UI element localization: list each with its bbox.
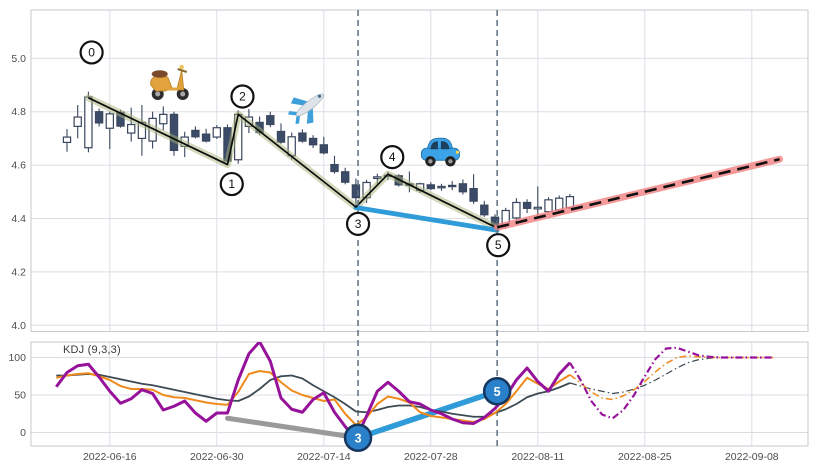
price-ytick: 4.2 [11, 266, 26, 278]
candlestick [94, 108, 104, 127]
wave-label-1 [219, 171, 244, 197]
d-line-forecast [569, 356, 774, 395]
candlestick [437, 183, 446, 191]
price-ytick: 4.6 [11, 160, 26, 172]
date-xtick: 2022-07-28 [404, 451, 458, 463]
candlestick [276, 123, 286, 144]
wave-label-3 [345, 211, 371, 236]
price-ytick: 4.8 [11, 106, 26, 118]
candlestick [533, 186, 543, 219]
price-ytick: 5.0 [11, 53, 26, 65]
kdj-ytick: 0 [20, 427, 26, 439]
k-line-forecast [569, 355, 774, 401]
kdj-lines [55, 342, 774, 441]
svg-text:2: 2 [239, 89, 246, 103]
j-line [55, 342, 571, 441]
kdj-indicator-label: KDJ (9,3,3) [63, 344, 121, 356]
kdj-ytick: 50 [14, 390, 26, 402]
candlestick [522, 199, 532, 214]
kdj-panel [30, 341, 809, 447]
svg-text:3: 3 [355, 431, 362, 445]
svg-text:4: 4 [389, 150, 396, 164]
candlestick [458, 179, 468, 195]
blue-support-trendline [353, 205, 500, 233]
candlestick [266, 111, 275, 128]
gray-divergence-line [225, 415, 361, 441]
wave-label-0 [79, 40, 104, 65]
svg-text:5: 5 [494, 385, 501, 399]
j-line-forecast [568, 346, 774, 420]
car-icon [420, 137, 460, 167]
price-panel [30, 9, 809, 332]
candlestick [201, 128, 211, 143]
candlestick [212, 125, 221, 139]
date-xtick: 2022-06-30 [190, 451, 244, 463]
projection-dashed-line [496, 157, 780, 229]
scooter-icon [150, 64, 189, 100]
kdj-pivot-marker-5 [482, 377, 512, 406]
candlestick [298, 129, 307, 143]
gridlines [31, 10, 808, 446]
candlestick [330, 155, 339, 174]
candlestick [159, 106, 168, 131]
candlestick [308, 135, 318, 149]
candlestick [126, 107, 136, 142]
date-xtick: 2022-07-14 [297, 451, 351, 463]
date-xtick: 2022-08-25 [618, 451, 672, 463]
price-ytick: 4.4 [11, 213, 26, 225]
price-ytick: 4.0 [11, 320, 26, 332]
date-xtick: 2022-09-08 [725, 451, 779, 463]
date-xtick: 2022-06-16 [83, 451, 137, 463]
candlestick [469, 174, 478, 204]
overlay-lines [84, 94, 784, 233]
candlestick [426, 182, 436, 191]
svg-text:1: 1 [228, 177, 235, 191]
svg-text:5: 5 [495, 238, 502, 252]
candlestick [73, 105, 82, 139]
candlestick [341, 167, 350, 185]
candlestick [137, 105, 147, 156]
svg-text:0: 0 [88, 45, 95, 59]
candlestick [169, 111, 179, 156]
candlestick [191, 126, 200, 139]
candlestick [319, 136, 329, 155]
airplane-icon [288, 93, 324, 124]
candlestick [480, 200, 489, 217]
date-xtick: 2022-08-11 [511, 451, 564, 463]
candlestick [105, 111, 114, 150]
wave-label-4 [380, 144, 405, 170]
kdj-pivot-marker-3 [343, 423, 373, 452]
candlestick [62, 129, 72, 152]
zigzag-line [88, 97, 496, 228]
svg-text:3: 3 [355, 217, 362, 231]
wave-label-2 [230, 84, 255, 109]
wave-label-5 [486, 233, 511, 258]
kdj-ytick: 100 [8, 352, 26, 364]
candlestick [448, 181, 457, 191]
